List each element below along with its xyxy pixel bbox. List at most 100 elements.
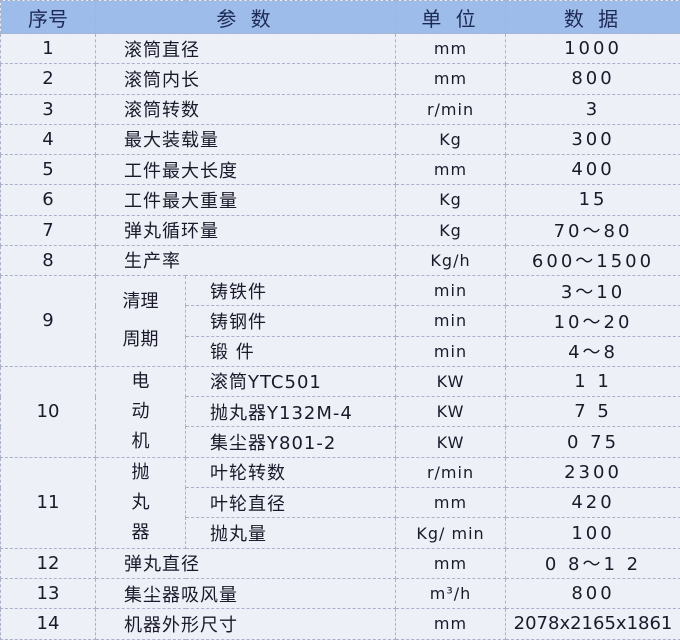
- group-label-text: 清理周期: [121, 283, 161, 359]
- value: 420: [506, 488, 680, 518]
- group-label-text: 抛丸器: [132, 458, 150, 548]
- param-name: 机器外形尺寸: [96, 609, 396, 639]
- value: 400: [506, 155, 680, 185]
- row-number: 10: [1, 366, 96, 457]
- unit: mm: [396, 488, 506, 518]
- row-number: 5: [1, 155, 96, 185]
- value: 2300: [506, 457, 680, 487]
- sub-param-name: 叶轮转数: [186, 457, 396, 487]
- row-number: 8: [1, 245, 96, 275]
- value: 800: [506, 64, 680, 94]
- value: 3～10: [506, 276, 680, 306]
- value: 600～1500: [506, 245, 680, 275]
- value: 0 75: [506, 427, 680, 457]
- group-label-text: 电动机: [132, 367, 150, 457]
- sub-param-name: 抛丸量: [186, 518, 396, 548]
- group-label: 清理周期: [96, 276, 186, 367]
- sub-param-name: 集尘器Y801-2: [186, 427, 396, 457]
- row-number: 3: [1, 94, 96, 124]
- sub-param-name: 锻 件: [186, 336, 396, 366]
- unit: Kg: [396, 215, 506, 245]
- value: 70～80: [506, 215, 680, 245]
- header-row: 序号 参 数 单 位 数 据: [1, 1, 680, 34]
- header-value: 数 据: [506, 1, 680, 34]
- value: 10～20: [506, 306, 680, 336]
- group-label: 抛丸器: [96, 457, 186, 548]
- param-name: 滚筒直径: [96, 34, 396, 64]
- unit: mm: [396, 34, 506, 64]
- value: 3: [506, 94, 680, 124]
- unit: mm: [396, 64, 506, 94]
- row-number: 11: [1, 457, 96, 548]
- value: 2078x2165x1861: [506, 609, 680, 639]
- param-name: 工件最大长度: [96, 155, 396, 185]
- sub-param-name: 铸钢件: [186, 306, 396, 336]
- unit: r/min: [396, 94, 506, 124]
- value: 800: [506, 579, 680, 609]
- sub-param-name: 抛丸器Y132M-4: [186, 397, 396, 427]
- row-number: 14: [1, 609, 96, 639]
- value: 4～8: [506, 336, 680, 366]
- unit: r/min: [396, 457, 506, 487]
- sub-param-name: 滚筒YTC501: [186, 366, 396, 396]
- unit: min: [396, 276, 506, 306]
- row-number: 4: [1, 124, 96, 154]
- header-unit: 单 位: [396, 1, 506, 34]
- param-name: 弹丸直径: [96, 548, 396, 578]
- sub-param-name: 铸铁件: [186, 276, 396, 306]
- unit: KW: [396, 397, 506, 427]
- header-param: 参 数: [96, 1, 396, 34]
- unit: min: [396, 336, 506, 366]
- param-name: 最大装载量: [96, 124, 396, 154]
- param-name: 集尘器吸风量: [96, 579, 396, 609]
- unit: Kg: [396, 185, 506, 215]
- value: 15: [506, 185, 680, 215]
- param-name: 滚筒内长: [96, 64, 396, 94]
- value: 1 1: [506, 366, 680, 396]
- value: 100: [506, 518, 680, 548]
- header-no: 序号: [1, 1, 96, 34]
- group-label: 电动机: [96, 366, 186, 457]
- unit: min: [396, 306, 506, 336]
- unit: KW: [396, 427, 506, 457]
- row-number: 12: [1, 548, 96, 578]
- row-number: 13: [1, 579, 96, 609]
- unit: mm: [396, 609, 506, 639]
- unit: mm: [396, 548, 506, 578]
- row-number: 2: [1, 64, 96, 94]
- unit: Kg/ min: [396, 518, 506, 548]
- sub-param-name: 叶轮直径: [186, 488, 396, 518]
- unit: mm: [396, 155, 506, 185]
- value: 7 5: [506, 397, 680, 427]
- param-name: 滚筒转数: [96, 94, 396, 124]
- param-name: 工件最大重量: [96, 185, 396, 215]
- unit: Kg/h: [396, 245, 506, 275]
- value: 1000: [506, 34, 680, 64]
- value: 0 8～1 2: [506, 548, 680, 578]
- unit: m³/h: [396, 579, 506, 609]
- row-number: 9: [1, 276, 96, 367]
- param-name: 弹丸循环量: [96, 215, 396, 245]
- param-name: 生产率: [96, 245, 396, 275]
- row-number: 7: [1, 215, 96, 245]
- unit: Kg: [396, 124, 506, 154]
- value: 300: [506, 124, 680, 154]
- unit: KW: [396, 366, 506, 396]
- row-number: 1: [1, 34, 96, 64]
- row-number: 6: [1, 185, 96, 215]
